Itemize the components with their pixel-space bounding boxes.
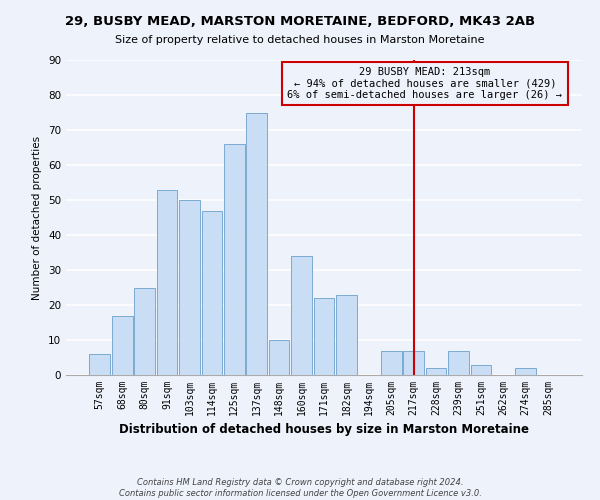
Bar [448, 350, 469, 375]
Bar [179, 200, 200, 375]
Bar [89, 354, 110, 375]
Text: Contains HM Land Registry data © Crown copyright and database right 2024.
Contai: Contains HM Land Registry data © Crown c… [119, 478, 481, 498]
Bar [336, 294, 357, 375]
Bar [426, 368, 446, 375]
Y-axis label: Number of detached properties: Number of detached properties [32, 136, 43, 300]
Bar [381, 350, 401, 375]
Bar [134, 288, 155, 375]
Bar [224, 144, 245, 375]
X-axis label: Distribution of detached houses by size in Marston Moretaine: Distribution of detached houses by size … [119, 424, 529, 436]
Bar [403, 350, 424, 375]
Bar [157, 190, 178, 375]
Bar [202, 210, 222, 375]
Text: 29, BUSBY MEAD, MARSTON MORETAINE, BEDFORD, MK43 2AB: 29, BUSBY MEAD, MARSTON MORETAINE, BEDFO… [65, 15, 535, 28]
Text: Size of property relative to detached houses in Marston Moretaine: Size of property relative to detached ho… [115, 35, 485, 45]
Bar [112, 316, 133, 375]
Bar [269, 340, 289, 375]
Bar [291, 256, 312, 375]
Bar [515, 368, 536, 375]
Bar [314, 298, 334, 375]
Bar [247, 112, 267, 375]
Bar [470, 364, 491, 375]
Text: 29 BUSBY MEAD: 213sqm
← 94% of detached houses are smaller (429)
6% of semi-deta: 29 BUSBY MEAD: 213sqm ← 94% of detached … [287, 67, 562, 100]
